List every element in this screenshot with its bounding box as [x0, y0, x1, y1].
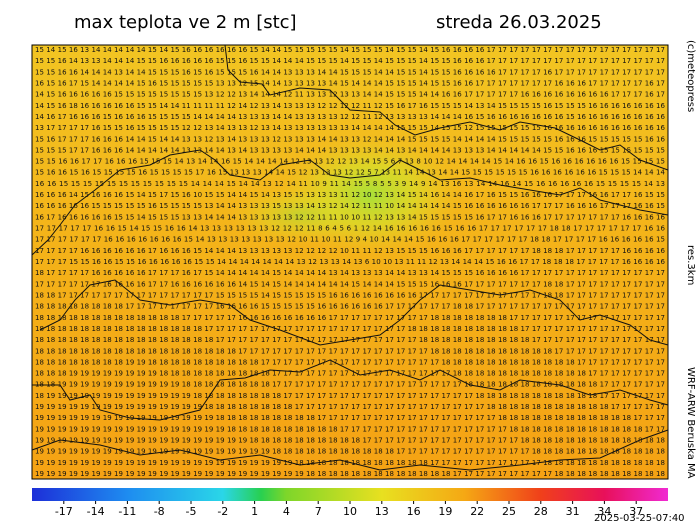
colorbar-tick-label: 37 — [629, 505, 643, 518]
grid-row: 14 16 17 16 16 16 15 16 16 16 15 15 15 1… — [35, 113, 666, 121]
grid-row: 19 19 19 19 19 19 19 19 19 19 19 19 19 1… — [35, 403, 665, 411]
grid-row: 17 17 17 17 17 17 16 16 16 16 16 16 16 1… — [35, 236, 665, 244]
colorbar-tick-label: 7 — [315, 505, 322, 518]
grid-row: 16 15 16 17 15 14 14 14 14 15 16 15 15 1… — [35, 79, 665, 87]
colorbar-tick-label: -5 — [186, 505, 197, 518]
timestamp: 2025-03-25-07:40 — [594, 513, 685, 524]
grid-row: 15 14 15 16 13 14 14 14 14 14 15 14 15 1… — [35, 46, 665, 54]
grid-row: 15 15 16 14 13 13 14 14 14 15 15 16 16 1… — [35, 57, 665, 65]
grid-row: 15 16 17 17 17 16 16 16 14 14 15 14 14 1… — [35, 135, 666, 143]
grid-row: 16 17 16 16 16 16 16 15 15 14 15 15 15 1… — [35, 213, 666, 221]
colorbar-tick-label: 1 — [251, 505, 258, 518]
grid-row: 16 16 16 16 16 15 15 15 15 15 16 15 15 1… — [35, 202, 665, 210]
grid-row: 15 16 16 15 16 15 15 15 15 16 15 15 15 1… — [35, 169, 666, 177]
grid-row: 13 17 17 17 17 16 15 15 16 15 15 15 15 1… — [35, 124, 666, 132]
grid-row: 18 18 19 19 19 19 19 19 19 19 19 19 19 1… — [35, 381, 665, 389]
grid-row: 19 19 19 19 19 19 19 19 19 19 19 19 19 1… — [35, 425, 665, 433]
colorbar-tick-label: 28 — [534, 505, 548, 518]
grid-row: 14 15 16 16 16 16 16 15 15 15 15 15 15 1… — [35, 91, 665, 99]
credit: (c)meteopress — [685, 40, 696, 112]
grid-row: 17 17 17 15 15 16 16 15 15 16 16 16 16 1… — [35, 258, 666, 266]
grid-row: 19 19 19 19 19 19 19 19 19 19 19 19 19 1… — [35, 470, 665, 478]
date: streda 26.03.2025 — [436, 12, 602, 33]
grid-row: 18 18 18 18 18 18 18 18 18 18 18 18 18 1… — [35, 314, 665, 322]
colorbar-tick-label: 10 — [343, 505, 357, 518]
colorbar-tick-label: 16 — [407, 505, 421, 518]
colorbar — [32, 488, 668, 501]
grid-row: 18 19 19 19 19 19 19 19 19 19 19 19 19 1… — [35, 392, 665, 400]
colorbar-tick-label: 31 — [566, 505, 580, 518]
grid-row: 19 19 19 19 19 19 19 19 19 19 19 19 19 1… — [35, 459, 665, 467]
grid-row: 16 16 16 14 15 16 16 16 15 14 15 17 15 1… — [35, 191, 665, 199]
colorbar-tick-label: 34 — [597, 505, 611, 518]
resolution: res.3km — [685, 245, 696, 285]
grid-row: 18 18 17 17 17 17 17 17 17 17 17 17 17 1… — [35, 291, 665, 299]
grid-row: 17 17 17 17 17 17 16 16 16 16 17 17 16 1… — [35, 280, 665, 288]
colorbar-tick-label: -8 — [154, 505, 165, 518]
cold-area — [230, 185, 370, 245]
grid-row: 18 18 18 18 18 18 18 18 19 19 18 18 18 1… — [35, 358, 665, 366]
value-grid: 15 14 15 16 13 14 14 14 14 14 15 14 15 1… — [35, 46, 666, 478]
model: WRF-ARW Beruska MA — [685, 367, 696, 479]
grid-row: 15 15 15 17 17 16 16 16 14 14 14 14 14 1… — [35, 146, 665, 154]
grid-row: 19 19 19 19 19 19 19 19 19 19 19 19 19 1… — [35, 414, 665, 422]
grid-row: 16 16 15 15 15 15 15 15 15 15 15 15 15 1… — [35, 180, 665, 188]
grid-row: 15 15 16 16 17 17 16 16 16 15 15 15 14 1… — [35, 158, 665, 166]
colorbar-tick-label: -17 — [55, 505, 73, 518]
grid-row: 18 18 18 19 19 19 19 19 19 19 19 18 18 1… — [35, 370, 665, 378]
grid-row: 14 15 16 18 16 16 16 16 16 15 15 14 14 1… — [35, 102, 666, 110]
colorbar-tick-label: 4 — [283, 505, 290, 518]
grid-row: 17 17 17 17 16 16 16 16 16 16 17 16 16 1… — [35, 247, 666, 255]
contours — [31, 44, 669, 471]
colorbar-tick-label: 25 — [502, 505, 516, 518]
grid-row: 19 19 19 19 19 19 19 19 19 19 19 19 19 1… — [35, 437, 665, 445]
grid-row: 18 18 18 18 18 18 18 18 18 18 18 18 18 1… — [35, 336, 665, 344]
colorbar-tick-label: 19 — [438, 505, 452, 518]
grid-row: 18 18 18 18 18 18 18 18 18 18 18 18 18 1… — [35, 347, 665, 355]
colorbar-tick-label: 13 — [375, 505, 389, 518]
grid-row: 18 17 17 17 17 16 16 16 16 16 17 17 17 1… — [35, 269, 665, 277]
grid-row: 19 19 19 19 19 19 19 19 19 19 19 19 19 1… — [35, 448, 665, 456]
title: max teplota ve 2 m [stc] — [74, 12, 297, 33]
grid-row: 18 18 18 18 18 18 18 18 17 17 17 17 17 1… — [35, 303, 665, 311]
colorbar-tick-label: -14 — [87, 505, 105, 518]
grid-row: 15 15 16 16 14 14 14 13 14 14 15 15 15 1… — [35, 68, 665, 76]
map-area — [31, 44, 669, 480]
colorbar-tick-label: -11 — [118, 505, 136, 518]
colorbar-tick-label: -2 — [217, 505, 228, 518]
colorbar-ticks: -17 -14 -11 -8 -5 -2 1 4 7 10 13 16 19 22 25 28 31 34 37 — [55, 501, 643, 518]
colorbar-tick-label: 22 — [470, 505, 484, 518]
grid-row: 18 18 18 18 18 18 18 18 18 18 18 18 18 1… — [35, 325, 665, 333]
grid-row: 17 17 17 17 17 16 16 15 14 15 15 16 16 1… — [35, 225, 666, 233]
